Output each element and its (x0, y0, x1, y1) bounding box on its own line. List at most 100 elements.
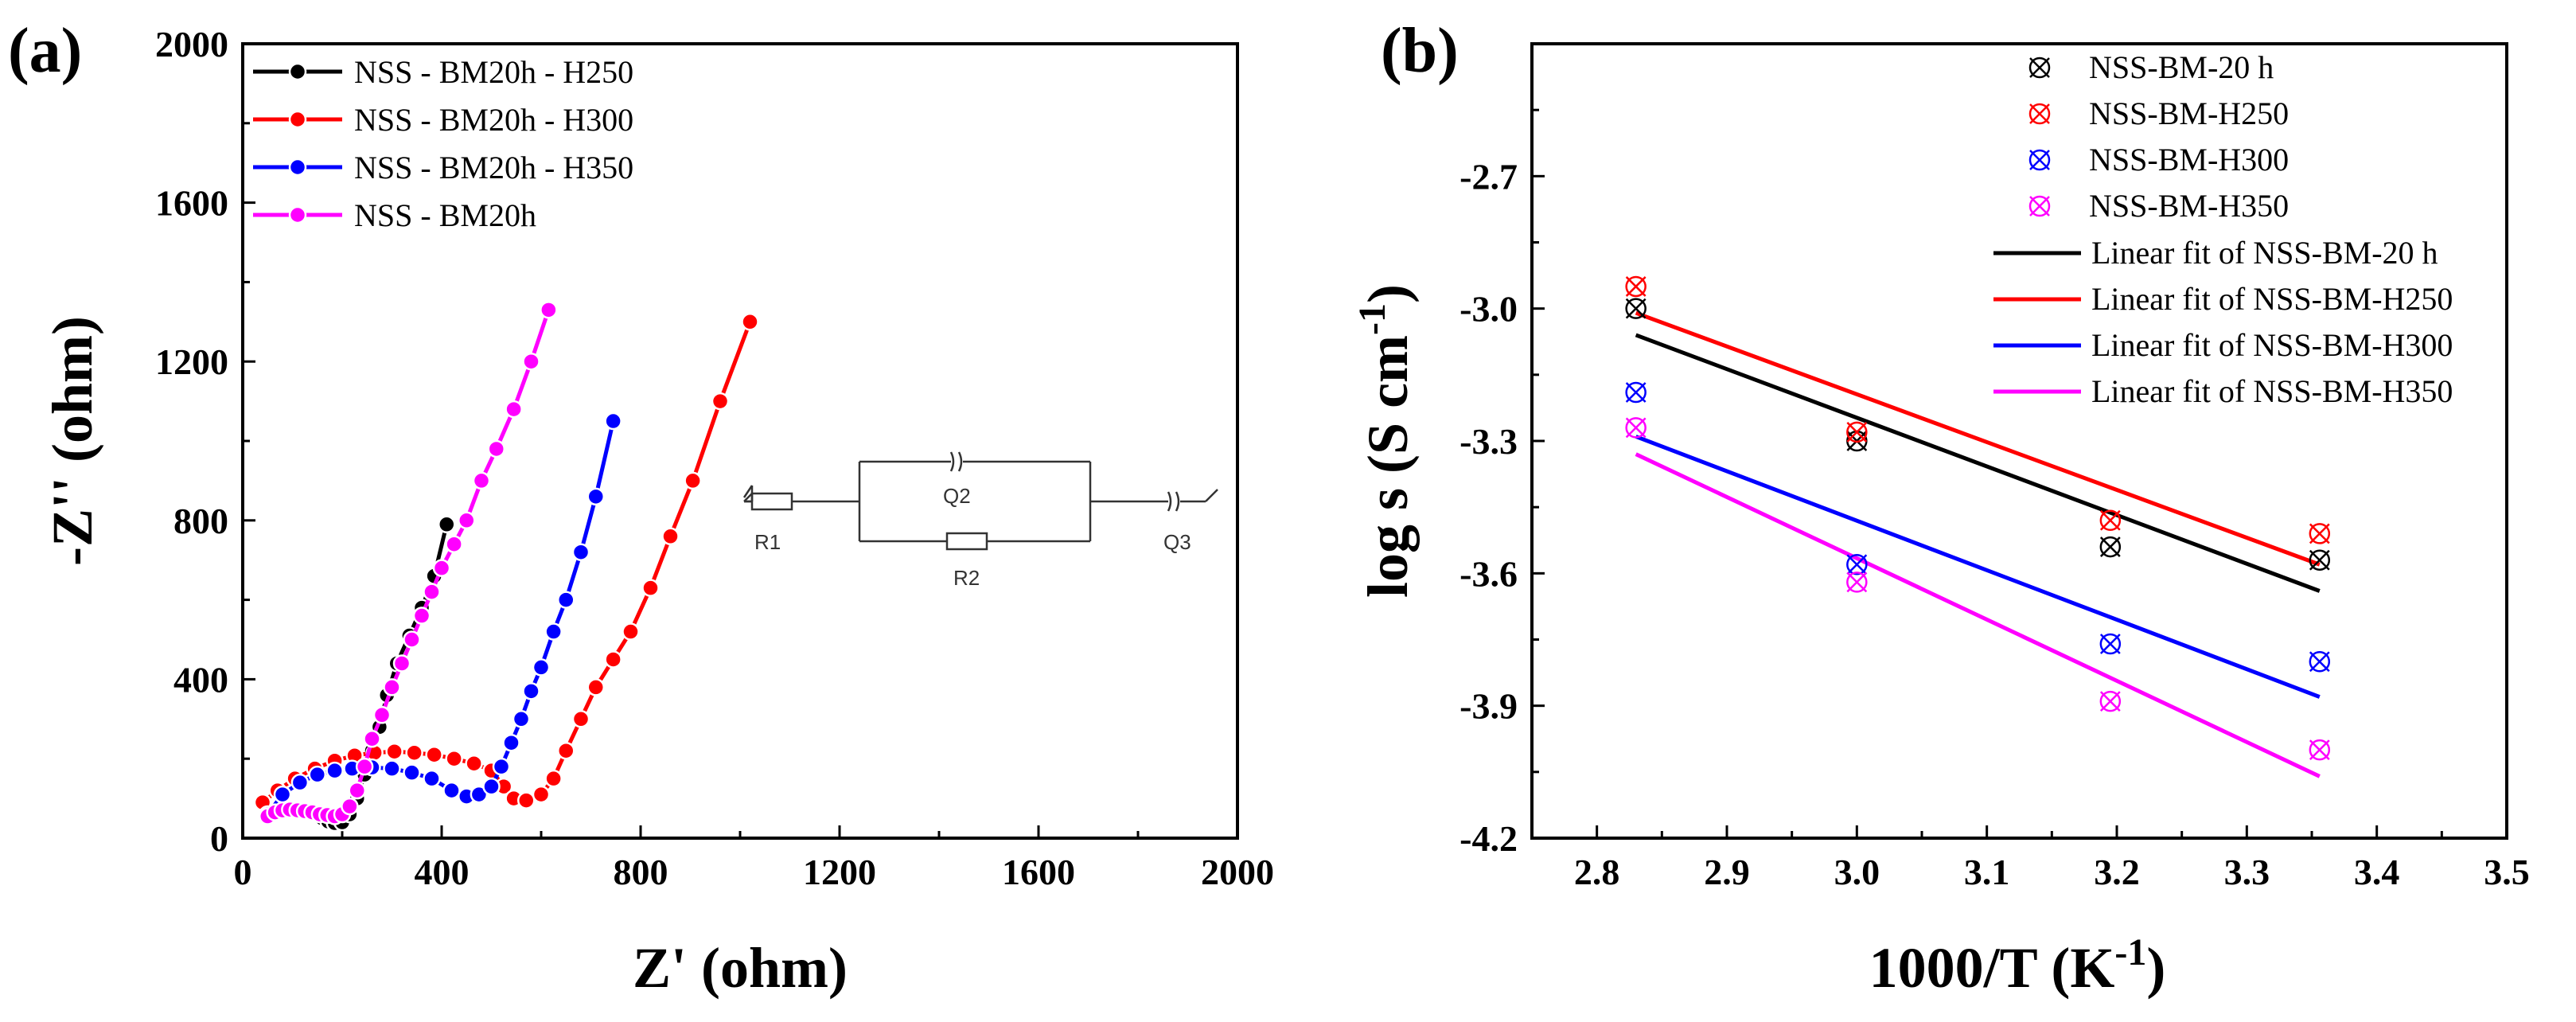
panel-a-series-line (261, 321, 752, 805)
panel-a-data-point (482, 777, 501, 796)
panel-b-x-axis-title: 1000/T (K-1) (1869, 931, 2166, 1000)
panel-b-data-point (1846, 553, 1868, 575)
panel-b-data-point (1625, 298, 1647, 319)
panel-b-data-point (2099, 536, 2122, 558)
panel-a-y-tick-label: 800 (173, 501, 228, 541)
circuit-label-r2: R2 (953, 566, 980, 590)
panel-a-data-point (465, 754, 483, 773)
panel-a-data-point (487, 439, 505, 458)
panel-a-data-point (622, 622, 640, 641)
panel-b-label: (b) (1381, 16, 1459, 86)
panel-b-data-point (1625, 381, 1647, 404)
panel-b-legend-marker (2028, 103, 2051, 125)
panel-a-x-tick-label: 2000 (1201, 852, 1274, 892)
panel-a-data-point (604, 650, 622, 669)
panel-b-data-point (2309, 523, 2331, 544)
panel-a-data-point (641, 579, 660, 597)
panel-a-data-point (502, 733, 520, 752)
panel-b-legend-marker (2028, 195, 2051, 217)
panel-a-data-point (392, 654, 411, 673)
panel-b-data-point (1625, 417, 1647, 439)
panel-a-data-point (571, 543, 590, 561)
panel-b-data-point (2099, 509, 2122, 532)
panel-b-series (1625, 275, 2331, 761)
panel-a-data-point (425, 745, 443, 764)
q2-element (949, 451, 963, 472)
panel-a-y-tick-label: 1600 (155, 183, 228, 224)
panel-a-data-point (684, 471, 702, 490)
panel-b-x-tick-label: 3.4 (2354, 852, 2400, 892)
panel-a-data-point (445, 535, 463, 553)
panel-b-data-point (1625, 275, 1647, 298)
panel-a-data-point (492, 757, 511, 776)
panel-a-x-tick-label: 0 (234, 852, 252, 892)
q3-element (1167, 491, 1180, 512)
panel-a-y-tick-label: 2000 (155, 24, 228, 64)
panel-b-data-point (2099, 633, 2122, 655)
panel-a-y-axis-title: -Z'' (ohm) (41, 316, 104, 566)
panel-b-data-point (2309, 650, 2331, 673)
panel-b-legend-marker (2028, 57, 2051, 79)
panel-a-data-point (532, 658, 551, 677)
panel-a-data-point (587, 678, 605, 696)
panel-a-impedance-plot: (a) 0 400 800 1200 1600 2000 0 400 800 1200 1600 20… (8, 16, 1274, 1000)
panel-b-legend-label: NSS-BM-20 h (2089, 49, 2274, 85)
panel-b-data-point (2099, 690, 2122, 712)
panel-a-data-point (273, 785, 292, 804)
panel-a-data-point (355, 757, 374, 776)
panel-a-y-tick-label: 1200 (155, 341, 228, 382)
panel-a-legend-marker (288, 158, 307, 177)
panel-a-data-point (423, 769, 441, 788)
panel-a-legend-label: NSS - BM20h - H250 (354, 54, 633, 90)
panel-b-x-tick-label: 3.1 (1964, 852, 2010, 892)
panel-a-y-tick-label: 400 (173, 659, 228, 700)
panel-a-data-point (438, 515, 456, 534)
equivalent-circuit-inset (742, 451, 1218, 551)
panel-a-data-point (540, 301, 558, 319)
panel-b-series-3 (1625, 417, 2331, 761)
panel-b-legend: NSS-BM-20 h NSS-BM-H250 NSS-BM-H300 NSS-BM-… (1993, 49, 2453, 409)
circuit-label-r1: R1 (754, 530, 781, 554)
panel-b-arrhenius-plot: (b) 2.8 2.9 3.0 3.1 3.2 3.3 3.4 3.5 -2.7 -3.0 -3.3… (1351, 16, 2530, 1000)
panel-b-legend-fit-label: Linear fit of NSS-BM-20 h (2091, 235, 2438, 271)
panel-a-data-point (363, 730, 381, 748)
panel-a-data-point (290, 773, 310, 792)
panel-a-data-point (325, 761, 344, 780)
panel-a-data-point (557, 741, 575, 760)
panel-a-data-point (557, 591, 575, 609)
panel-b-x-tick-label: 3.5 (2484, 852, 2530, 892)
panel-b-y-tick-label: -2.7 (1459, 156, 1518, 197)
panel-b-series-2 (1625, 381, 2331, 673)
panel-b-legend-label: NSS-BM-H300 (2089, 142, 2289, 177)
panel-a-series-3 (259, 301, 558, 825)
panel-a-data-point (403, 630, 421, 649)
panel-b-y-axis-title: log s (S cm-1) (1351, 284, 1420, 598)
panel-a-data-point (522, 682, 540, 700)
panel-a-data-point (442, 781, 461, 800)
circuit-label-q2: Q2 (943, 484, 971, 508)
panel-a-x-axis-title: Z' (ohm) (633, 936, 848, 1000)
panel-a-data-point (385, 742, 403, 761)
panel-a-legend: NSS - BM20h - H250 NSS - BM20h - H300 NSS … (253, 54, 633, 233)
panel-b-data-point (2309, 739, 2331, 761)
panel-a-x-tick-label: 1200 (803, 852, 876, 892)
panel-a-legend-marker (288, 62, 307, 81)
panel-a-data-point (741, 313, 759, 331)
panel-b-y-tick-label: -3.0 (1459, 289, 1518, 330)
panel-b-y-tick-label: -4.2 (1459, 818, 1518, 859)
panel-b-x-tick-label: 3.2 (2094, 852, 2140, 892)
panel-a-data-point (458, 511, 476, 530)
panel-a-data-point (405, 743, 423, 762)
panel-b-fit-lines (1635, 310, 2321, 778)
panel-a-data-point (571, 710, 590, 728)
panel-a-series (253, 301, 759, 833)
panel-b-fit-line-3 (1635, 452, 2321, 778)
panel-a-label: (a) (8, 16, 82, 86)
panel-a-data-point (587, 487, 605, 506)
panel-a-data-point (544, 769, 563, 788)
panel-a-x-tick-label: 400 (415, 852, 470, 892)
panel-a-legend-label: NSS - BM20h - H350 (354, 150, 633, 185)
panel-b-legend-fit-label: Linear fit of NSS-BM-H300 (2091, 327, 2453, 363)
panel-a-data-point (661, 527, 680, 546)
panel-a-data-point (341, 797, 359, 816)
